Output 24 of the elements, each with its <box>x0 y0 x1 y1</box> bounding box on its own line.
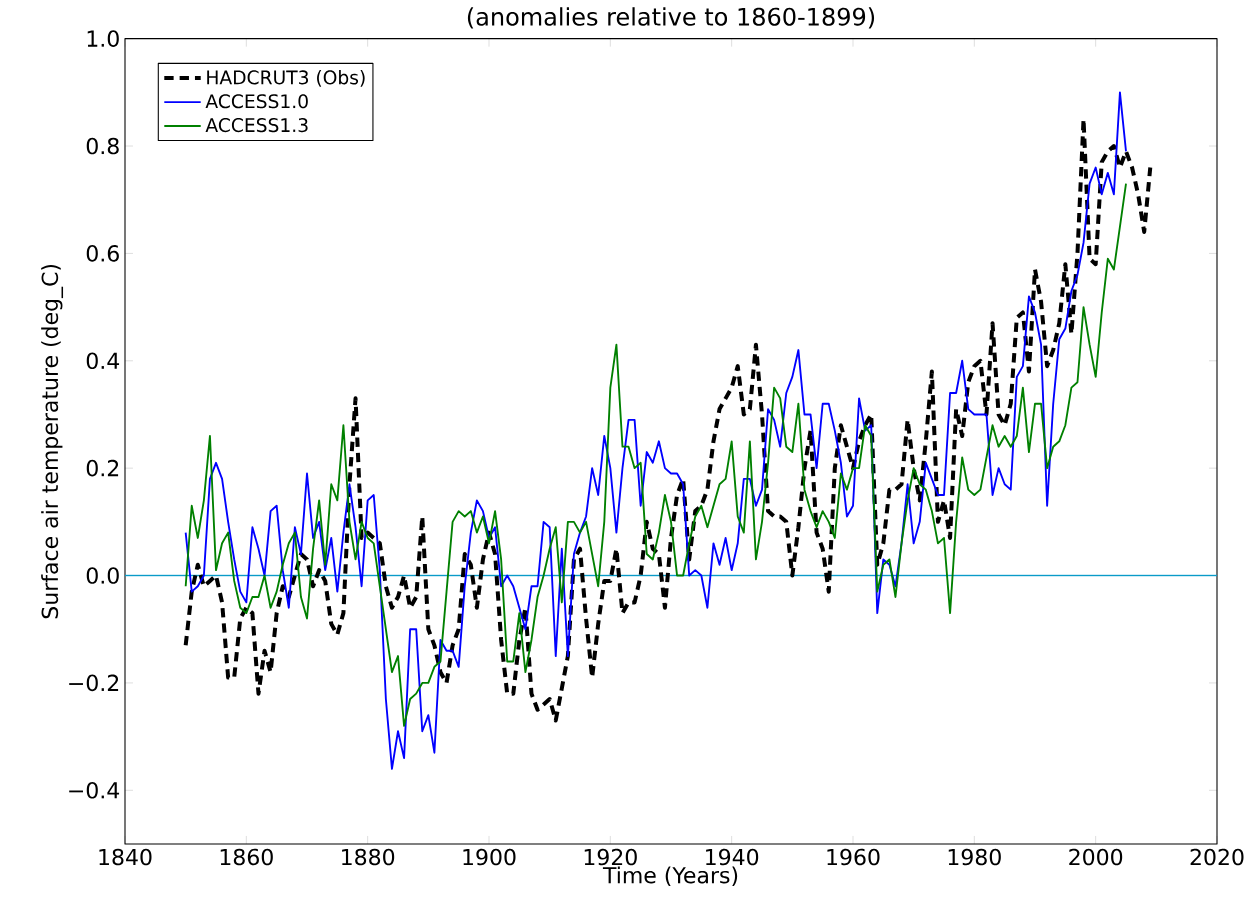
x-tick-label: 1960 <box>827 848 880 866</box>
x-tick-label: 2000 <box>1069 848 1123 866</box>
x-tick-label: 1920 <box>584 848 637 866</box>
chart-title: (anomalies relative to 1860-1899) <box>467 7 875 29</box>
x-tick-label: 1860 <box>220 848 273 866</box>
x-tick-label: 1940 <box>706 848 759 866</box>
y-tick-label: 0.8 <box>86 137 119 155</box>
x-tick-label: 1980 <box>948 848 1001 866</box>
y-axis-title: Surface air temperature (deg_C) <box>41 264 64 619</box>
x-tick-label: 1840 <box>99 848 152 866</box>
y-tick-label: −0.4 <box>69 781 120 799</box>
x-tick-label: 1880 <box>342 848 395 866</box>
y-tick-label: 0.4 <box>86 352 120 370</box>
x-tick-label: 1900 <box>463 848 516 866</box>
x-axis-title: Time (Years) <box>602 866 738 887</box>
y-tick-label: 0.2 <box>86 459 119 477</box>
legend-label: ACCESS1.0 <box>205 94 308 109</box>
y-tick-label: 0.0 <box>86 567 119 584</box>
legend-label: ACCESS1.3 <box>205 118 308 133</box>
y-tick-label: −0.2 <box>69 674 119 692</box>
legend-label: HADCRUT3 (Obs) <box>207 70 365 87</box>
y-tick-label: 0.6 <box>86 245 119 262</box>
y-tick-label: 1.0 <box>87 30 119 47</box>
x-tick-label: 2020 <box>1190 848 1244 866</box>
